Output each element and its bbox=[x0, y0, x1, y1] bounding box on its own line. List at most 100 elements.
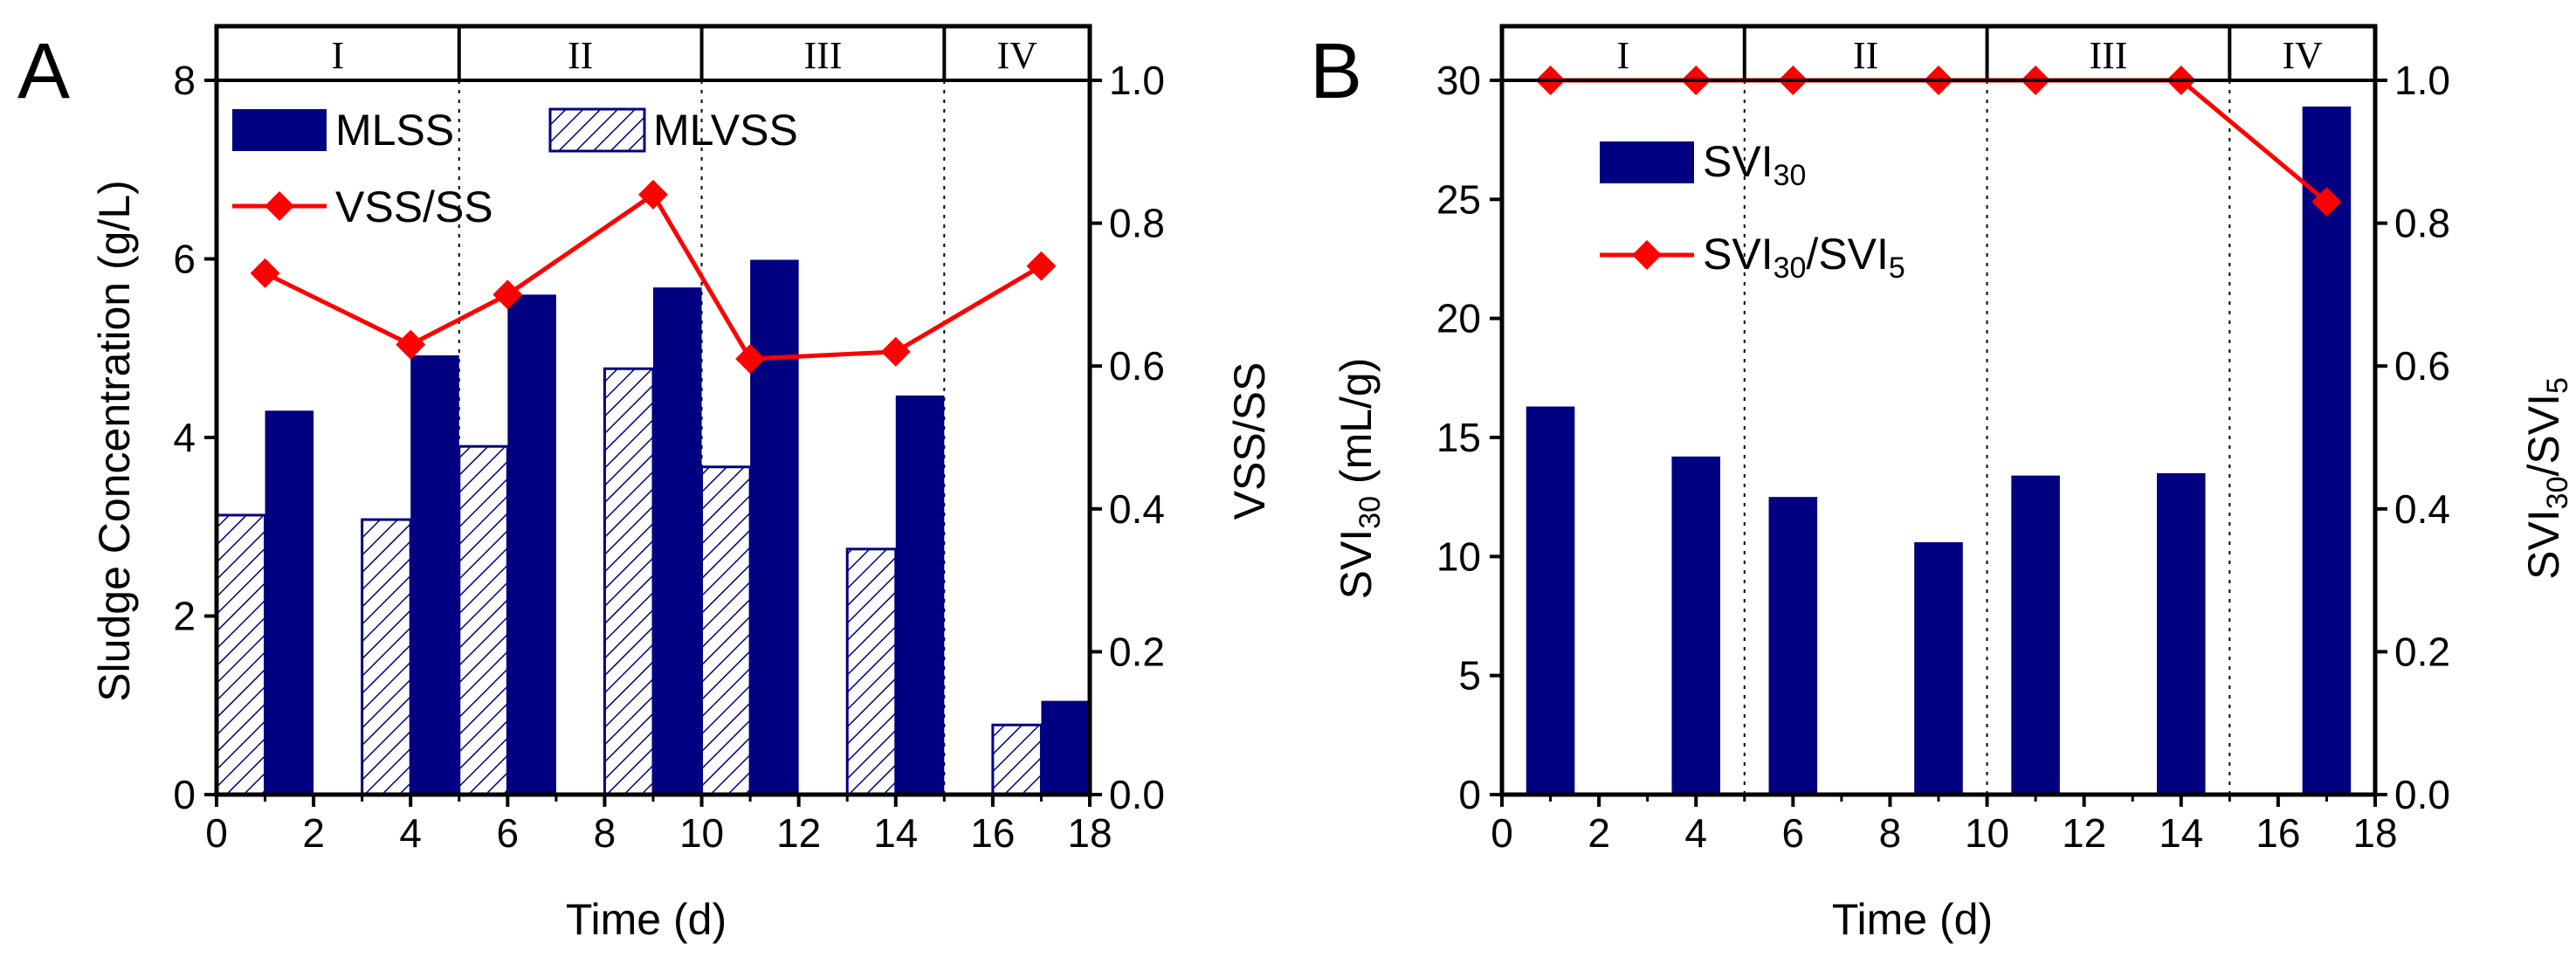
phase-label: III bbox=[2089, 34, 2127, 77]
y2-tick-label: 1.0 bbox=[1109, 58, 1165, 103]
y-tick-label: 30 bbox=[1436, 58, 1481, 103]
y2-tick-label: 0.2 bbox=[1109, 629, 1165, 674]
mlvss-bar bbox=[361, 518, 412, 796]
legend-svi-ratio-label: SVI30/SVI5 bbox=[1703, 230, 1905, 285]
x-tick-label: 14 bbox=[873, 810, 918, 856]
x-tick-label: 12 bbox=[2062, 810, 2106, 856]
y-tick-label: 15 bbox=[1436, 415, 1481, 460]
y-tick-label: 20 bbox=[1436, 296, 1481, 341]
svi30-bar bbox=[1914, 541, 1963, 795]
x-tick-label: 0 bbox=[1491, 810, 1513, 856]
phase-label: III bbox=[803, 34, 842, 77]
ratio-marker bbox=[1026, 251, 1057, 281]
panel-b-y2-label: SVI30/SVI5 bbox=[2519, 377, 2574, 580]
x-tick-label: 2 bbox=[1588, 810, 1610, 856]
phase-label: II bbox=[568, 34, 593, 77]
mlss-bar bbox=[410, 355, 459, 795]
legend-svi30-label: SVI30 bbox=[1703, 137, 1806, 192]
phase-label: I bbox=[1617, 34, 1630, 77]
phase-label: IV bbox=[2282, 34, 2323, 77]
x-tick-label: 6 bbox=[1782, 810, 1805, 856]
mlss-bar bbox=[265, 410, 314, 795]
svi30-bar bbox=[2011, 475, 2060, 795]
svi30-bar bbox=[1768, 497, 1818, 795]
x-tick-label: 16 bbox=[970, 810, 1015, 856]
mlvss-bar bbox=[603, 367, 655, 796]
y2-tick-label: 0.4 bbox=[2394, 486, 2450, 532]
legend-mlvss-swatch bbox=[548, 107, 646, 153]
x-tick-label: 10 bbox=[1965, 810, 2009, 856]
legend-vss-ss-label: VSS/SS bbox=[335, 182, 493, 231]
ratio-marker bbox=[250, 258, 280, 288]
mlss-bar bbox=[1041, 700, 1090, 795]
y-tick-label: 4 bbox=[173, 415, 196, 460]
panel-b-y-label: SVI30 (mL/g) bbox=[1332, 358, 1387, 600]
mlvss-bar bbox=[700, 465, 752, 796]
phase-label: II bbox=[1853, 34, 1878, 77]
x-tick-label: 4 bbox=[399, 810, 422, 856]
panel-b-marks: I II III IV0 2 4 6 8 10 12 14 16 180510152025300.00.… bbox=[1436, 24, 2450, 856]
ratio-line bbox=[1550, 78, 2329, 203]
mlss-bar bbox=[507, 294, 556, 795]
panel-b-legend: SVI30 SVI30/SVI5 bbox=[1600, 137, 1905, 285]
panel-a-marks: I II III IV0 2 4 6 8 10 12 14 16 18024680.00.20.40.6… bbox=[173, 24, 1165, 856]
ratio-marker bbox=[638, 179, 668, 210]
phase-label: I bbox=[332, 34, 345, 77]
svi30-bar bbox=[2302, 106, 2352, 795]
x-tick-label: 8 bbox=[594, 810, 616, 856]
ratio-marker bbox=[492, 279, 523, 310]
mlvss-bar bbox=[991, 723, 1043, 796]
y-tick-label: 0 bbox=[1458, 772, 1481, 817]
y-tick-label: 10 bbox=[1436, 534, 1481, 579]
mlss-bar bbox=[750, 259, 799, 795]
x-tick-label: 0 bbox=[205, 810, 228, 856]
y2-tick-label: 0.6 bbox=[1109, 343, 1165, 389]
x-tick-label: 14 bbox=[2159, 810, 2203, 856]
panel-a: A I II III IV0 2 4 6 8 10 12 14 16 18024680.00.20.40… bbox=[17, 24, 1274, 944]
legend-vss-ss-marker bbox=[265, 191, 294, 221]
y-tick-label: 5 bbox=[1458, 653, 1481, 699]
ratio-marker bbox=[396, 329, 426, 360]
mlss-bar bbox=[895, 395, 945, 795]
svi30-bar bbox=[2157, 472, 2206, 795]
panel-a-y2-label: VSS/SS bbox=[1225, 362, 1274, 520]
phase-label: IV bbox=[996, 34, 1037, 77]
y2-tick-label: 0.2 bbox=[2394, 629, 2450, 674]
legend-svi30-swatch bbox=[1600, 141, 1694, 183]
ratio-marker bbox=[735, 344, 766, 374]
mlvss-bar bbox=[215, 513, 267, 796]
mlvss-bar bbox=[458, 444, 509, 796]
x-tick-label: 10 bbox=[679, 810, 724, 856]
x-tick-label: 2 bbox=[302, 810, 325, 856]
y-tick-label: 0 bbox=[173, 772, 196, 817]
y-tick-label: 8 bbox=[173, 58, 196, 103]
panel-b-x-label: Time (d) bbox=[1832, 895, 1993, 944]
svi30-bar bbox=[1526, 406, 1575, 795]
panel-b-letter: B bbox=[1310, 28, 1362, 115]
y-tick-label: 6 bbox=[173, 237, 196, 282]
legend-mlvss-label: MLVSS bbox=[653, 106, 798, 155]
y2-tick-label: 0.4 bbox=[1109, 486, 1165, 532]
x-tick-label: 18 bbox=[2352, 810, 2397, 856]
mlss-bar bbox=[653, 287, 702, 795]
y-tick-label: 2 bbox=[173, 594, 196, 639]
y2-tick-label: 0.0 bbox=[2394, 772, 2450, 817]
svi30-bar bbox=[1671, 456, 1720, 795]
ratio-marker bbox=[880, 336, 911, 367]
panel-a-y-label: Sludge Concentration (g/L) bbox=[90, 180, 139, 702]
x-tick-label: 6 bbox=[497, 810, 520, 856]
x-tick-label: 16 bbox=[2256, 810, 2300, 856]
y2-tick-label: 0.8 bbox=[2394, 201, 2450, 246]
mlvss-bar bbox=[845, 547, 898, 796]
legend-mlss-swatch bbox=[232, 109, 327, 151]
x-tick-label: 12 bbox=[776, 810, 821, 856]
panel-a-legend: MLSS MLVSS VSS/SS bbox=[232, 106, 798, 231]
y2-tick-label: 0.8 bbox=[1109, 201, 1165, 246]
x-tick-label: 4 bbox=[1684, 810, 1707, 856]
panel-b: B I II III IV0 2 4 6 8 10 12 14 16 180510152025300.0… bbox=[1310, 24, 2574, 944]
legend-svi-ratio-marker bbox=[1632, 240, 1662, 270]
y2-tick-label: 0.0 bbox=[1109, 772, 1165, 817]
panel-a-x-label: Time (d) bbox=[566, 895, 727, 944]
x-tick-label: 8 bbox=[1879, 810, 1902, 856]
